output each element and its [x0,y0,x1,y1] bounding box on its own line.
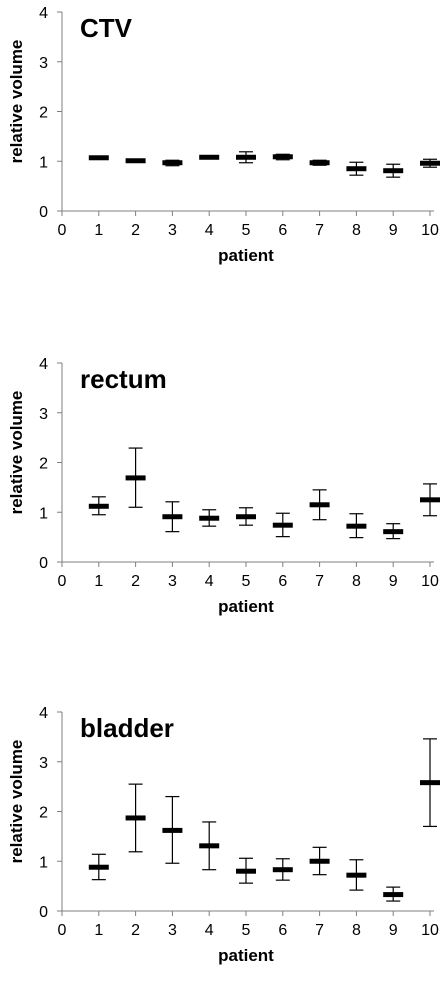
x-tick-label: 7 [315,573,324,590]
x-tick-label: 7 [315,222,324,239]
x-tick-label: 2 [131,922,140,939]
y-tick-label: 1 [39,154,48,171]
mean-marker [346,523,367,529]
mean-marker [383,168,404,174]
panel-title: rectum [80,364,167,394]
x-axis-title: patient [218,597,274,616]
mean-marker [272,867,293,873]
x-tick-label: 1 [94,922,103,939]
y-tick-label: 3 [39,755,48,772]
x-tick-label: 6 [278,222,287,239]
mean-marker [309,502,330,508]
x-tick-label: 6 [278,922,287,939]
x-tick-label: 3 [168,922,177,939]
mean-marker [346,166,367,172]
x-axis-title: patient [218,246,274,265]
x-tick-label: 5 [242,222,251,239]
y-axis-title: relative volume [7,391,26,515]
mean-marker [88,155,109,161]
x-tick-label: 4 [205,222,214,239]
mean-marker [125,158,146,164]
chart-panel-1: 0 1 2 3 4 0 1 2 3 4 5 6 7 8 9 10 rectum patient relative v… [7,356,440,616]
mean-marker [272,154,293,160]
mean-marker [236,514,256,520]
x-tick-label: 10 [421,922,439,939]
mean-marker [88,503,109,509]
x-axis-title: patient [218,946,274,965]
chart-panel-0: 0 1 2 3 4 0 1 2 3 4 5 6 7 8 9 10 CTV patient relative volu… [7,5,440,265]
x-tick-label: 0 [58,573,67,590]
x-tick-label: 2 [131,573,140,590]
y-tick-label: 3 [39,55,48,72]
y-tick-label: 0 [39,555,48,572]
x-tick-label: 9 [389,573,398,590]
mean-marker [162,514,183,520]
y-tick-label: 4 [39,356,48,373]
mean-marker [88,864,109,870]
x-tick-label: 10 [421,573,439,590]
panel-title: CTV [80,13,133,43]
mean-marker [236,154,256,160]
mean-marker [125,475,146,481]
x-tick-label: 0 [58,222,67,239]
x-tick-label: 5 [242,922,251,939]
mean-marker [162,827,183,833]
x-tick-label: 2 [131,222,140,239]
x-tick-label: 9 [389,922,398,939]
mean-marker [309,858,330,864]
y-tick-label: 4 [39,5,48,22]
y-tick-label: 0 [39,904,48,921]
x-tick-label: 8 [352,922,361,939]
chart-panel-2: 0 1 2 3 4 0 1 2 3 4 5 6 7 8 9 10 bladder patient relative … [7,705,440,965]
x-tick-label: 8 [352,222,361,239]
panel-title: bladder [80,713,174,743]
y-tick-label: 1 [39,854,48,871]
mean-marker [236,868,256,874]
x-tick-label: 10 [421,222,439,239]
mean-marker [125,815,146,821]
mean-marker [199,843,220,849]
y-tick-label: 0 [39,204,48,221]
mean-marker [420,497,440,503]
x-tick-label: 6 [278,573,287,590]
mean-marker [420,780,440,786]
x-tick-label: 7 [315,922,324,939]
y-tick-label: 2 [39,805,48,822]
y-axis-title: relative volume [7,740,26,864]
y-tick-label: 3 [39,406,48,423]
mean-marker [309,160,330,166]
x-tick-label: 4 [205,573,214,590]
x-tick-label: 3 [168,573,177,590]
mean-marker [383,892,404,898]
x-tick-label: 3 [168,222,177,239]
y-tick-label: 2 [39,105,48,122]
mean-marker [383,529,404,535]
mean-marker [346,872,367,878]
y-tick-label: 1 [39,505,48,522]
y-tick-label: 4 [39,705,48,722]
x-tick-label: 5 [242,573,251,590]
y-tick-label: 2 [39,456,48,473]
y-axis-title: relative volume [7,40,26,164]
mean-marker [272,522,293,528]
mean-marker [199,154,220,160]
mean-marker [162,160,183,166]
mean-marker [420,160,440,166]
mean-marker [199,515,220,521]
x-tick-label: 0 [58,922,67,939]
x-tick-label: 1 [94,222,103,239]
x-tick-label: 4 [205,922,214,939]
x-tick-label: 9 [389,222,398,239]
x-tick-label: 1 [94,573,103,590]
x-tick-label: 8 [352,573,361,590]
